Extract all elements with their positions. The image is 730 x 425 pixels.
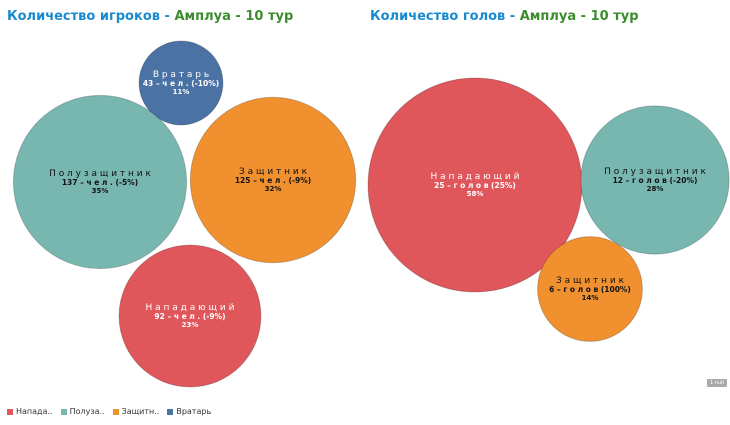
bubble-share: 11%	[173, 88, 190, 96]
bubble-value: 25 – г о л о в (25%)	[434, 181, 516, 190]
legend: Напада.. Полуза.. Защитн.. Вратарь	[7, 407, 211, 416]
title-sep: -	[159, 9, 175, 24]
bubble-label: В р а т а р ь	[153, 70, 209, 80]
legend-label: Полуза..	[69, 407, 105, 416]
bubble-Защитник[interactable]: З а щ и т н и к6 – г о л о в (100%)14%	[537, 236, 643, 342]
bubble-value: 125 – ч е л . (-9%)	[235, 176, 311, 185]
title-part2: Амплуа - 10 тур	[174, 9, 294, 24]
bubble-circle[interactable]	[580, 105, 730, 255]
legend-item[interactable]: Напада..	[7, 407, 53, 416]
bubble-share: 23%	[182, 321, 199, 329]
legend-label: Защитн..	[121, 407, 160, 416]
chart-title-players: Количество игроков - Амплуа - 10 тур	[7, 9, 293, 24]
bubble-share: 28%	[647, 185, 664, 193]
legend-label: Вратарь	[176, 407, 212, 416]
bubble-circle[interactable]	[537, 236, 643, 342]
legend-item[interactable]: Защитн..	[112, 407, 160, 416]
bubble-circle[interactable]	[118, 244, 262, 388]
bubble-label: П о л у з а щ и т н и к	[604, 167, 706, 177]
bubble-label: Н а п а д а ю щ и й	[146, 303, 235, 313]
null-indicator[interactable]: 1 null	[707, 379, 727, 387]
bubble-circle[interactable]	[138, 40, 224, 126]
bubble-Полузащитник[interactable]: П о л у з а щ и т н и к12 – г о л о в (-…	[580, 105, 730, 255]
bubble-value: 92 – ч е л . (-9%)	[154, 312, 225, 321]
chart-title-goals: Количество голов - Амплуа - 10 тур	[370, 9, 639, 24]
legend-swatch	[7, 408, 13, 415]
title-sep: -	[505, 9, 520, 24]
bubble-Вратарь[interactable]: В р а т а р ь43 – ч е л . (-10%)11%	[138, 40, 224, 126]
bubble-value: 137 – ч е л . (-5%)	[62, 178, 138, 187]
legend-swatch	[60, 408, 67, 415]
bubble-share: 32%	[265, 185, 282, 193]
legend-swatch	[167, 408, 174, 415]
bubble-label: П о л у з а щ и т н и к	[49, 169, 151, 179]
title-part1: Количество голов	[370, 9, 506, 24]
legend-item[interactable]: Вратарь	[167, 407, 211, 416]
bubble-label: З а щ и т н и к	[239, 167, 308, 177]
bubble-circle[interactable]	[12, 94, 188, 270]
legend-swatch	[112, 408, 119, 415]
bubble-circle[interactable]	[189, 96, 357, 264]
bubble-label: З а щ и т н и к	[556, 276, 625, 286]
bubble-share: 58%	[467, 190, 484, 198]
bubble-value: 12 – г о л о в (-20%)	[613, 176, 698, 185]
legend-item[interactable]: Полуза..	[60, 407, 105, 416]
title-part1: Количество игроков	[7, 9, 160, 24]
legend-label: Напада..	[16, 407, 53, 416]
bubble-Нападающий[interactable]: Н а п а д а ю щ и й25 – г о л о в (25%)5…	[367, 77, 583, 293]
title-part2: Амплуа - 10 тур	[519, 9, 639, 24]
bubble-share: 35%	[92, 187, 109, 195]
bubble-value: 43 – ч е л . (-10%)	[143, 79, 219, 88]
bubble-label: Н а п а д а ю щ и й	[431, 172, 520, 182]
bubble-share: 14%	[582, 294, 599, 302]
bubble-Нападающий[interactable]: Н а п а д а ю щ и й92 – ч е л . (-9%)23%	[118, 244, 262, 388]
bubble-value: 6 – г о л о в (100%)	[549, 285, 631, 294]
